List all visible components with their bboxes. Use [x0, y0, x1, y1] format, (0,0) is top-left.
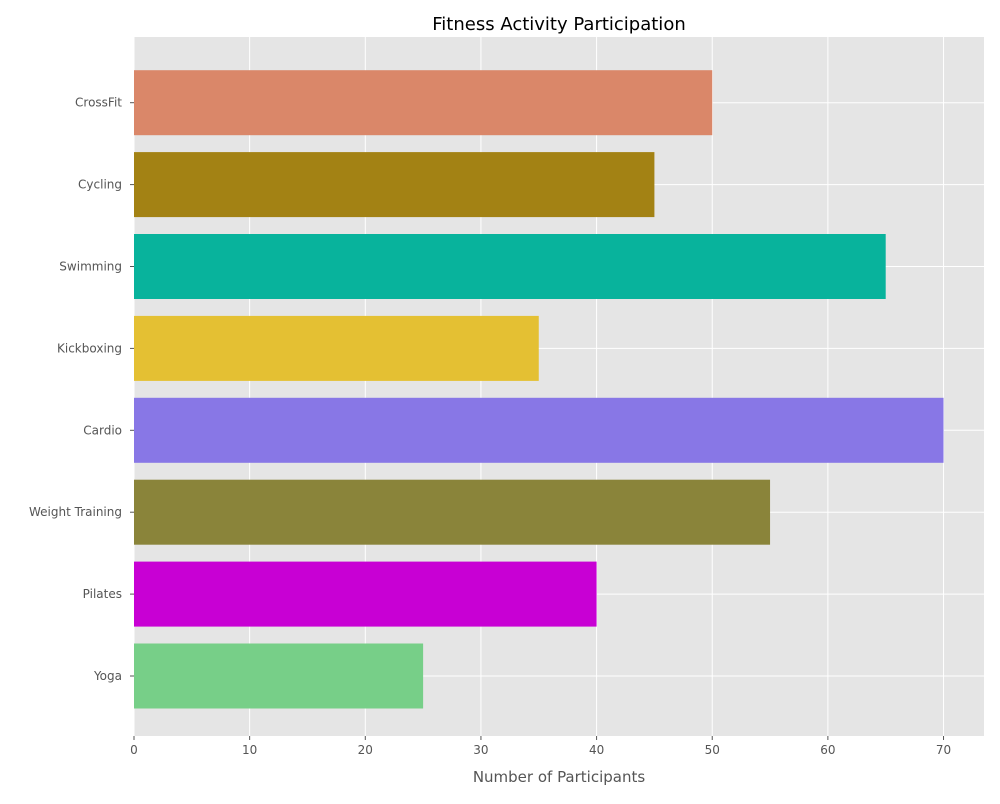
x-tick-label: 40 [589, 743, 604, 757]
bar-swimming [134, 234, 886, 299]
bar-yoga [134, 643, 424, 709]
bar-cardio [134, 397, 944, 463]
x-tick-label: 60 [820, 743, 835, 757]
x-tick-label: 10 [242, 743, 257, 757]
bar-weight-training [134, 479, 771, 545]
y-tick-label: Pilates [83, 587, 122, 601]
y-tick-label: Cardio [83, 423, 122, 437]
bar-crossfit [134, 70, 713, 136]
plot-area [134, 37, 984, 736]
x-tick-label: 50 [705, 743, 720, 757]
x-tick-label: 30 [473, 743, 488, 757]
bar-cycling [134, 152, 655, 218]
y-tick-label: Kickboxing [57, 341, 122, 355]
bars [134, 70, 944, 709]
x-tick-label: 0 [130, 743, 138, 757]
y-tick-label: Cycling [78, 178, 122, 192]
y-tick-label: Swimming [59, 260, 122, 274]
y-tick-label: Yoga [93, 669, 122, 683]
x-tick-label: 70 [936, 743, 951, 757]
y-tick-label: CrossFit [75, 96, 122, 110]
y-tick-label: Weight Training [29, 505, 122, 519]
axis-ticks: 0 10 20 30 40 50 60 70 Yoga Pilates Weight Trainin… [29, 96, 951, 757]
bar-kickboxing [134, 315, 539, 381]
bar-pilates [134, 561, 597, 627]
x-tick-label: 20 [358, 743, 373, 757]
x-axis-label: Number of Participants [473, 768, 646, 786]
chart-title: Fitness Activity Participation [432, 14, 685, 35]
